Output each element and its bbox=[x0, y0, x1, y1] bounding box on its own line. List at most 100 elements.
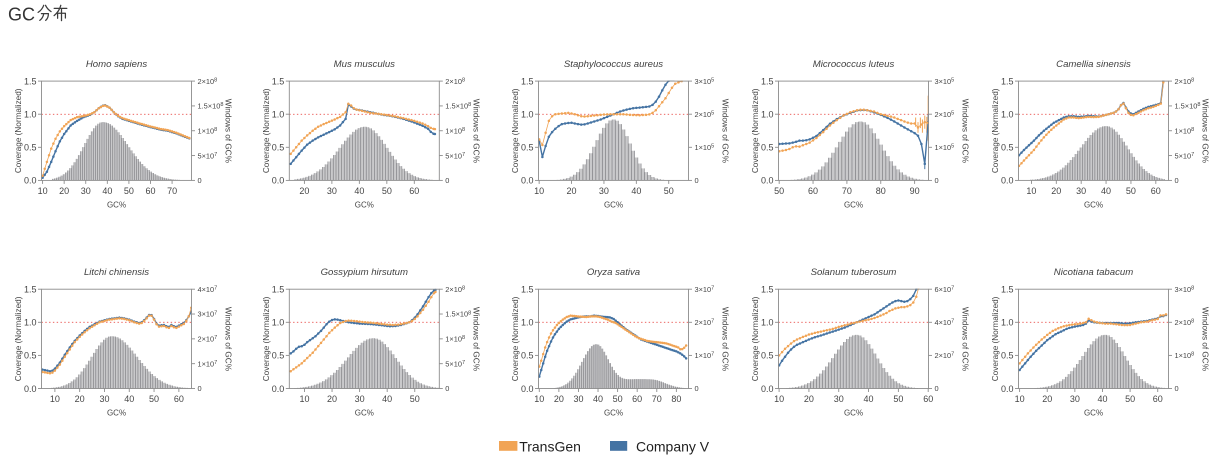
svg-text:0.0: 0.0 bbox=[1001, 384, 1014, 394]
svg-text:0.5: 0.5 bbox=[1001, 143, 1014, 153]
svg-text:0: 0 bbox=[198, 384, 202, 393]
svg-text:6×107: 6×107 bbox=[935, 285, 955, 294]
svg-text:TransGen: TransGen bbox=[519, 439, 581, 455]
svg-text:50: 50 bbox=[664, 186, 674, 196]
svg-text:Company V: Company V bbox=[636, 439, 710, 455]
svg-text:30: 30 bbox=[81, 186, 91, 196]
svg-text:70: 70 bbox=[167, 186, 177, 196]
svg-text:10: 10 bbox=[299, 394, 309, 404]
svg-text:Coverage (Normalized): Coverage (Normalized) bbox=[262, 296, 271, 381]
svg-text:10: 10 bbox=[50, 394, 60, 404]
svg-text:Windows of GC%: Windows of GC% bbox=[224, 99, 233, 163]
svg-text:GC: GC bbox=[8, 5, 35, 25]
svg-text:3×105: 3×105 bbox=[695, 77, 715, 86]
svg-text:30: 30 bbox=[834, 394, 844, 404]
svg-text:1×105: 1×105 bbox=[695, 143, 715, 152]
svg-text:Windows of GC%: Windows of GC% bbox=[471, 307, 480, 371]
svg-text:50: 50 bbox=[1125, 394, 1135, 404]
svg-text:60: 60 bbox=[632, 394, 642, 404]
svg-text:50: 50 bbox=[149, 394, 159, 404]
svg-text:1.5×108: 1.5×108 bbox=[198, 102, 224, 111]
svg-text:1×107: 1×107 bbox=[198, 359, 218, 368]
svg-text:0.5: 0.5 bbox=[1001, 351, 1014, 361]
svg-text:70: 70 bbox=[842, 186, 852, 196]
svg-text:Coverage (Normalized): Coverage (Normalized) bbox=[14, 296, 23, 381]
svg-text:1.0: 1.0 bbox=[24, 110, 37, 120]
svg-text:Windows of GC%: Windows of GC% bbox=[721, 99, 730, 163]
svg-text:0: 0 bbox=[1175, 176, 1179, 185]
svg-text:60: 60 bbox=[808, 186, 818, 196]
svg-text:60: 60 bbox=[145, 186, 155, 196]
svg-text:1×108: 1×108 bbox=[1175, 351, 1195, 360]
svg-text:1.5: 1.5 bbox=[24, 76, 37, 86]
svg-text:GC%: GC% bbox=[355, 201, 374, 210]
svg-text:3×108: 3×108 bbox=[1175, 285, 1195, 294]
svg-text:0: 0 bbox=[935, 384, 939, 393]
svg-text:2×107: 2×107 bbox=[695, 318, 715, 327]
svg-text:2×105: 2×105 bbox=[695, 110, 715, 119]
svg-text:1.5: 1.5 bbox=[521, 76, 534, 86]
svg-text:0: 0 bbox=[695, 176, 699, 185]
svg-text:1.5: 1.5 bbox=[272, 76, 285, 86]
svg-text:10: 10 bbox=[1015, 394, 1025, 404]
svg-text:1.5: 1.5 bbox=[521, 285, 534, 295]
svg-text:1×108: 1×108 bbox=[198, 126, 218, 135]
svg-text:GC%: GC% bbox=[107, 409, 126, 418]
svg-text:10: 10 bbox=[1026, 186, 1036, 196]
svg-text:10: 10 bbox=[774, 394, 784, 404]
svg-text:1.5: 1.5 bbox=[272, 285, 285, 295]
svg-text:Windows of GC%: Windows of GC% bbox=[961, 307, 970, 371]
svg-text:0.0: 0.0 bbox=[24, 176, 37, 186]
svg-text:40: 40 bbox=[593, 394, 603, 404]
svg-text:1.0: 1.0 bbox=[272, 318, 285, 328]
svg-text:3×107: 3×107 bbox=[695, 285, 715, 294]
svg-text:1×108: 1×108 bbox=[445, 126, 465, 135]
svg-text:2×108: 2×108 bbox=[445, 285, 465, 294]
svg-text:3×107: 3×107 bbox=[198, 310, 218, 319]
svg-text:1.0: 1.0 bbox=[272, 110, 285, 120]
svg-text:Windows of GC%: Windows of GC% bbox=[1201, 99, 1210, 163]
svg-text:5×107: 5×107 bbox=[445, 359, 465, 368]
svg-text:20: 20 bbox=[1042, 394, 1052, 404]
svg-text:1.0: 1.0 bbox=[24, 318, 37, 328]
svg-text:Coverage (Normalized): Coverage (Normalized) bbox=[991, 88, 1000, 173]
svg-text:10: 10 bbox=[534, 394, 544, 404]
svg-text:0: 0 bbox=[935, 176, 939, 185]
svg-text:0.5: 0.5 bbox=[24, 143, 37, 153]
svg-text:1.5: 1.5 bbox=[761, 285, 774, 295]
svg-text:Coverage (Normalized): Coverage (Normalized) bbox=[14, 88, 23, 173]
svg-text:50: 50 bbox=[774, 186, 784, 196]
svg-text:20: 20 bbox=[554, 394, 564, 404]
svg-text:0: 0 bbox=[695, 384, 699, 393]
svg-text:1.5×108: 1.5×108 bbox=[445, 310, 471, 319]
svg-text:0.5: 0.5 bbox=[761, 143, 774, 153]
svg-text:30: 30 bbox=[1076, 186, 1086, 196]
svg-text:30: 30 bbox=[1070, 394, 1080, 404]
svg-text:40: 40 bbox=[354, 186, 364, 196]
svg-text:20: 20 bbox=[1051, 186, 1061, 196]
svg-text:70: 70 bbox=[652, 394, 662, 404]
svg-text:1.5: 1.5 bbox=[1001, 285, 1014, 295]
svg-text:Micrococcus luteus: Micrococcus luteus bbox=[813, 59, 895, 70]
svg-text:0.0: 0.0 bbox=[521, 176, 534, 186]
svg-text:10: 10 bbox=[38, 186, 48, 196]
svg-text:1×107: 1×107 bbox=[695, 351, 715, 360]
svg-text:0.5: 0.5 bbox=[272, 351, 285, 361]
svg-text:2×108: 2×108 bbox=[1175, 318, 1195, 327]
svg-text:0.0: 0.0 bbox=[1001, 176, 1014, 186]
svg-text:Gossypium hirsutum: Gossypium hirsutum bbox=[321, 267, 408, 278]
svg-text:0.5: 0.5 bbox=[521, 351, 534, 361]
svg-text:20: 20 bbox=[327, 394, 337, 404]
svg-text:50: 50 bbox=[382, 186, 392, 196]
svg-text:60: 60 bbox=[409, 186, 419, 196]
svg-text:60: 60 bbox=[174, 394, 184, 404]
svg-text:Solanum tuberosum: Solanum tuberosum bbox=[811, 267, 897, 278]
svg-text:Coverage (Normalized): Coverage (Normalized) bbox=[262, 88, 271, 173]
svg-text:0.0: 0.0 bbox=[24, 384, 37, 394]
svg-text:50: 50 bbox=[613, 394, 623, 404]
svg-text:0.5: 0.5 bbox=[521, 143, 534, 153]
svg-text:40: 40 bbox=[864, 394, 874, 404]
svg-text:1.0: 1.0 bbox=[1001, 318, 1014, 328]
svg-text:1.0: 1.0 bbox=[761, 110, 774, 120]
svg-text:Coverage (Normalized): Coverage (Normalized) bbox=[751, 296, 760, 381]
